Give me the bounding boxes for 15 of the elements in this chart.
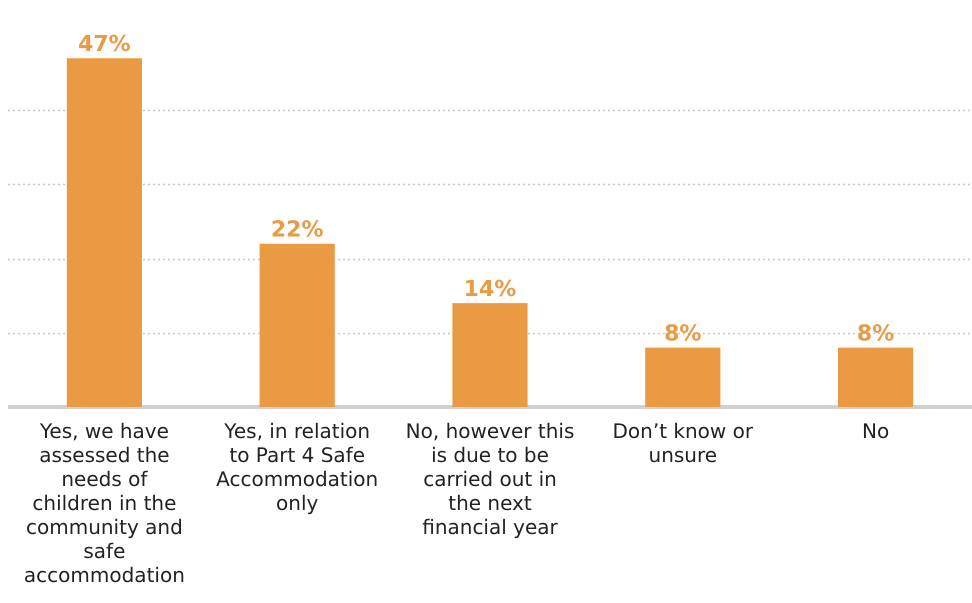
x-tick-label: Yes, we have assessed the needs of children in the community and safe accommodation: [24, 419, 185, 588]
bar: [260, 244, 335, 407]
data-label: 8%: [856, 321, 894, 346]
x-tick-label: Don’t know or unsure: [612, 419, 754, 468]
bar: [66, 58, 142, 407]
x-tick-label: Yes, in relation to Part 4 Safe Accommodation only: [216, 419, 378, 516]
data-label: 8%: [664, 321, 702, 346]
bar: [452, 303, 528, 407]
data-label: 22%: [270, 217, 324, 242]
data-label: 47%: [78, 32, 131, 57]
x-tick-label: No, however this is due to be carried out in the next financial year: [406, 419, 574, 540]
data-label: 14%: [464, 276, 516, 302]
bar: [645, 348, 720, 407]
bar: [838, 348, 914, 407]
x-tick-label: No: [862, 419, 890, 444]
